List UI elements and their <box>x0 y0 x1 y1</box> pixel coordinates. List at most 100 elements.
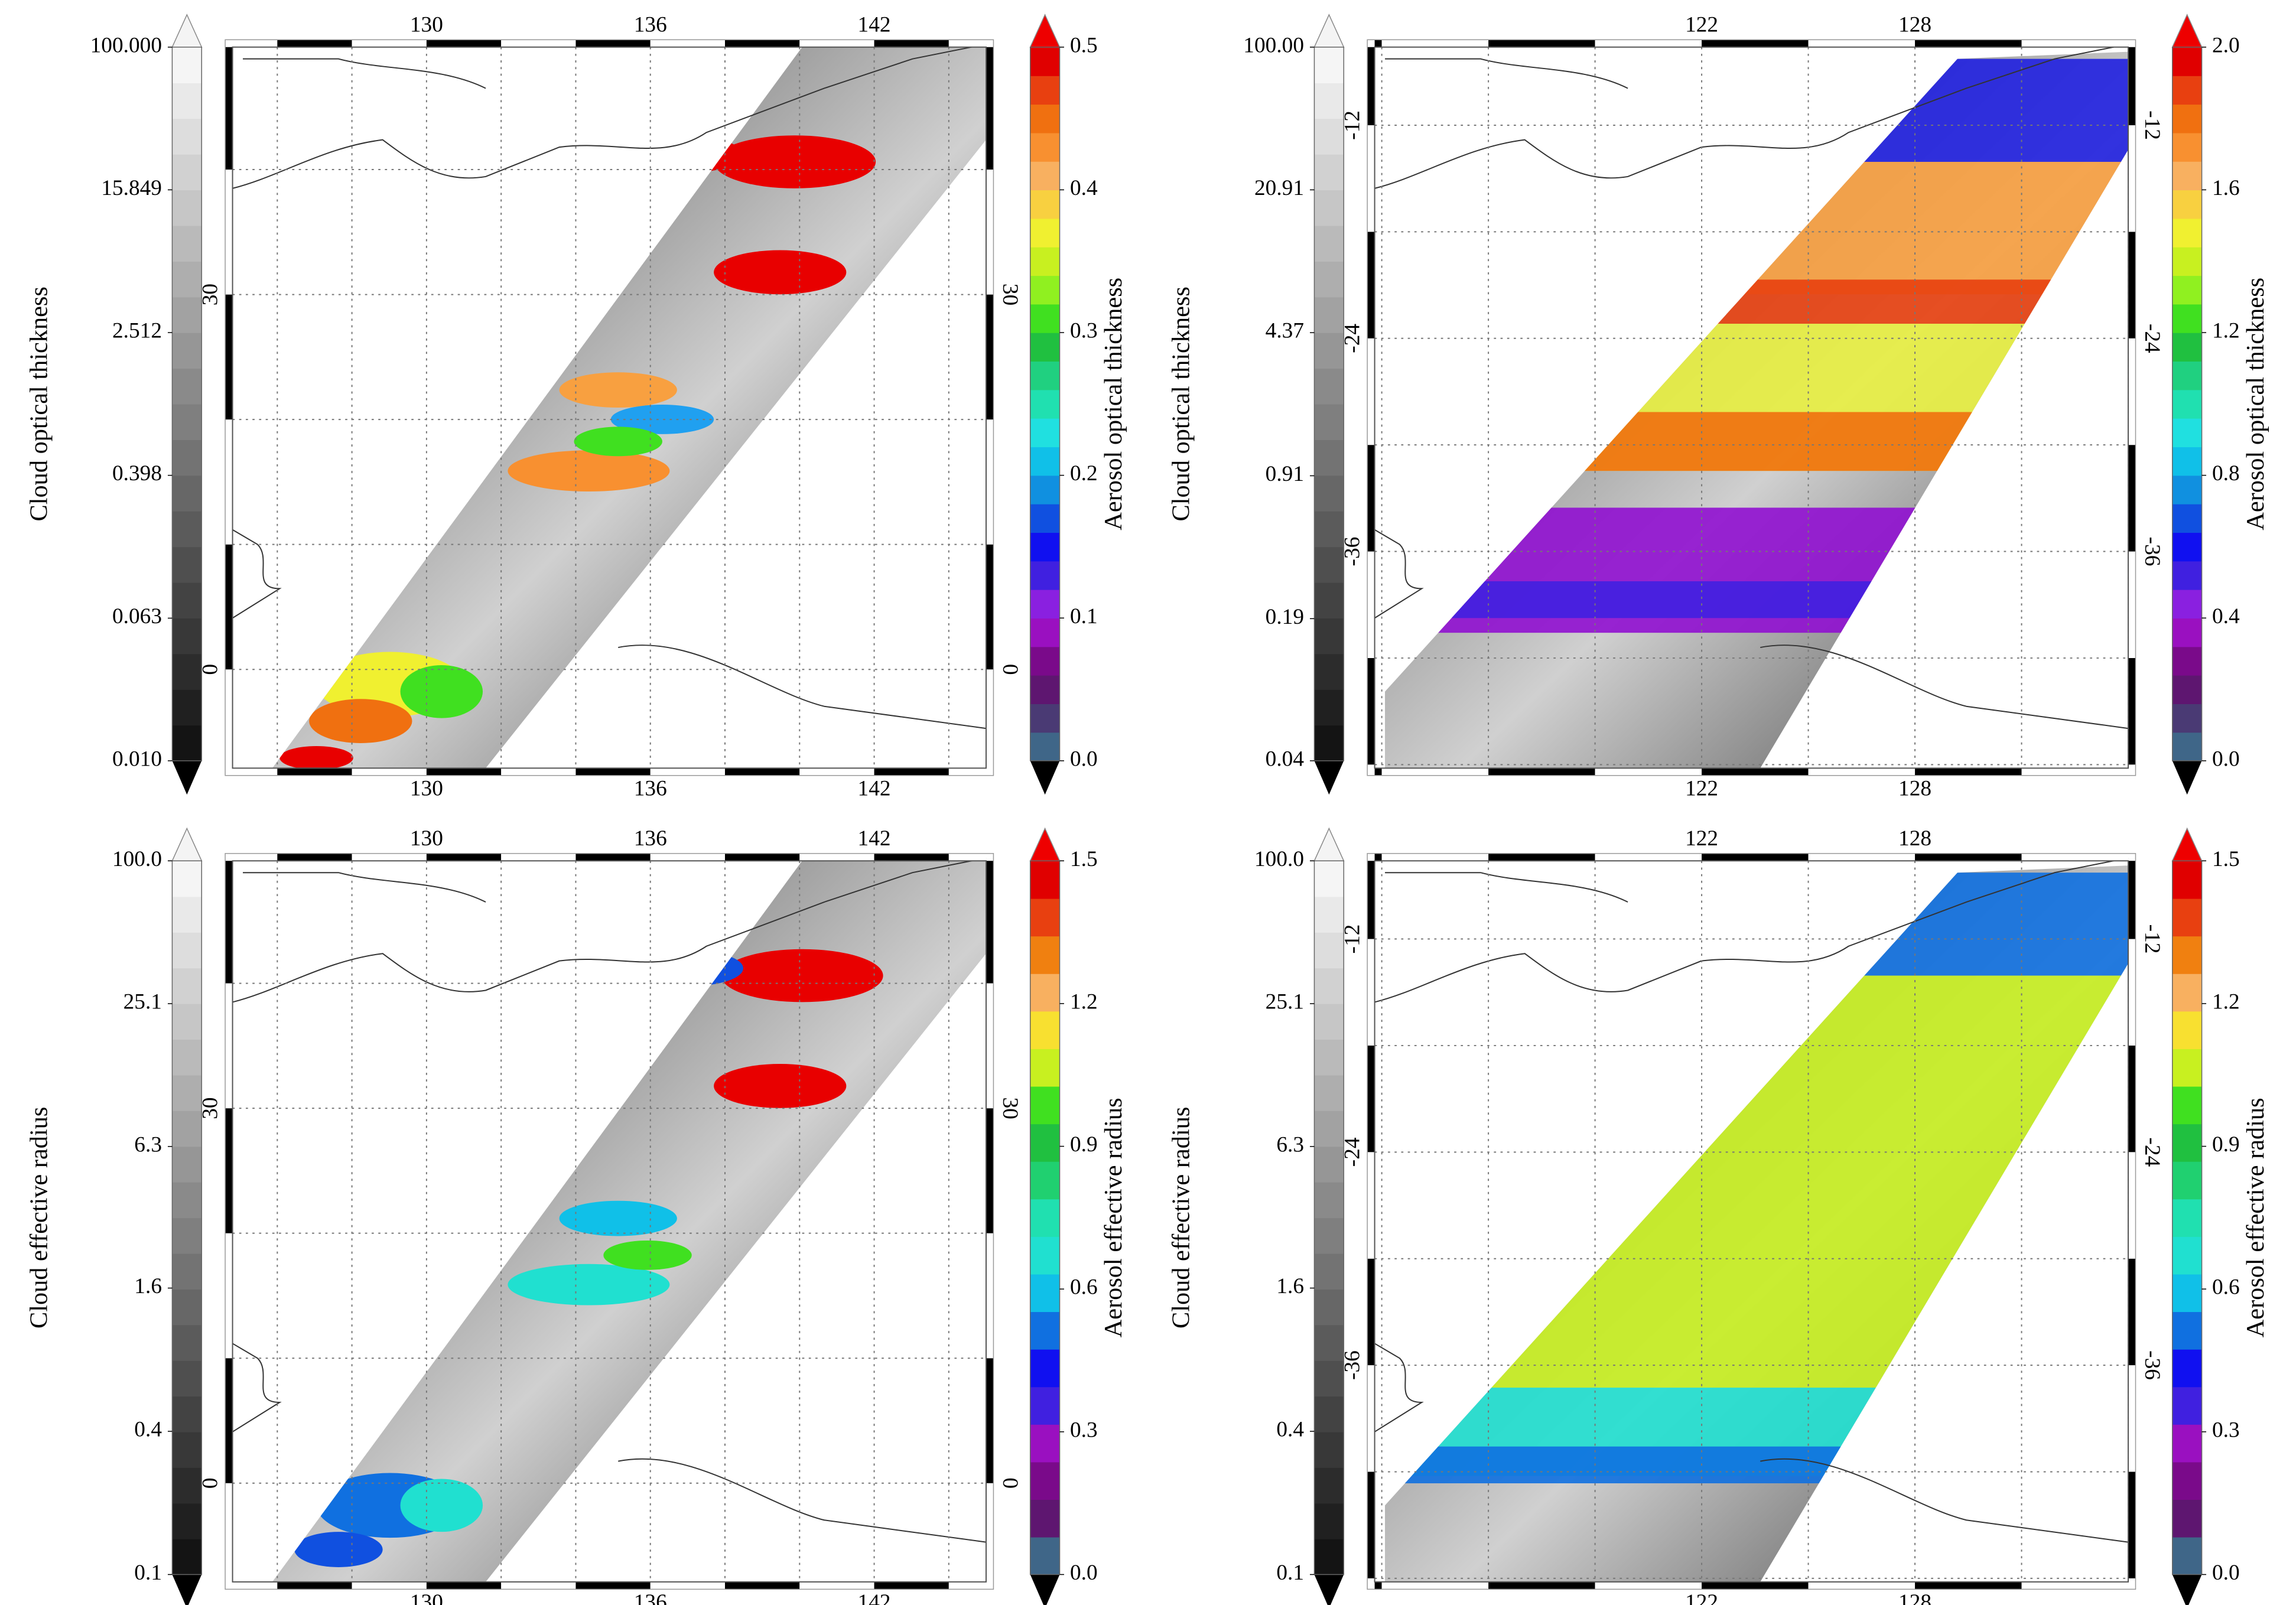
color-step <box>1314 476 1344 512</box>
aerosol-cluster <box>508 1264 669 1306</box>
frame-bar <box>1367 232 1374 338</box>
lat-label: -24 <box>2140 324 2164 353</box>
frame-bar <box>1367 552 1374 658</box>
colorbar-tick-label: 0.1 <box>1276 1561 1304 1585</box>
color-step <box>1314 1254 1344 1290</box>
frame-bar <box>1915 768 2021 775</box>
frame-bar <box>1915 40 2021 47</box>
lon-label: 136 <box>634 776 667 800</box>
color-step <box>1030 590 1060 618</box>
color-step <box>2173 675 2202 704</box>
colorbar-extend <box>1030 15 1060 47</box>
color-step <box>172 1217 201 1254</box>
frame-bar <box>225 669 232 768</box>
colorbar-label: Aerosol optical thickness <box>1100 278 1127 530</box>
frame-bar <box>575 1582 650 1589</box>
color-step <box>1030 161 1060 190</box>
frame-bar <box>1367 338 1374 445</box>
frame-bar <box>986 1108 993 1233</box>
color-step <box>2173 936 2202 974</box>
colorbar-tick-label: 4.37 <box>1266 319 1304 343</box>
color-step <box>1314 1432 1344 1468</box>
color-step <box>1314 333 1344 369</box>
color-step <box>1030 333 1060 362</box>
panel: 130130136136142142003030100.00015.8492.5… <box>25 12 1127 800</box>
frame-bar <box>1702 854 1808 861</box>
colorbar-tick-label: 15.849 <box>101 176 162 200</box>
frame-bar <box>225 295 232 420</box>
frame-bar <box>1382 1582 1488 1589</box>
color-step <box>2173 504 2202 533</box>
frame-bar <box>651 768 725 775</box>
color-step <box>2173 1462 2202 1500</box>
frame-bar <box>1702 768 1808 775</box>
color-step <box>2173 133 2202 162</box>
colorbar-extend <box>172 761 201 795</box>
frame-bar <box>1809 854 1915 861</box>
color-step <box>1314 1503 1344 1539</box>
aerosol-cluster <box>279 746 353 770</box>
frame-bar <box>1367 1578 1374 1582</box>
frame-bar <box>501 768 575 775</box>
frame-bar <box>1367 1471 1374 1578</box>
frame-bar <box>1702 1582 1808 1589</box>
frame-bar <box>233 854 278 861</box>
color-step <box>2173 47 2202 76</box>
frame-bar <box>1367 1152 1374 1258</box>
colorbar-tick-label: 0.9 <box>2212 1132 2240 1157</box>
frame-bar <box>225 1483 232 1582</box>
colorbar-tick-label: 0.6 <box>2212 1275 2240 1300</box>
frame-bar <box>2128 232 2135 338</box>
color-step <box>2173 861 2202 898</box>
color-step <box>1314 618 1344 654</box>
color-step <box>172 1539 201 1575</box>
color-step <box>1030 704 1060 732</box>
lat-label: -24 <box>2140 1137 2164 1167</box>
frame-bar <box>575 40 650 47</box>
frame-bar <box>2128 125 2135 232</box>
color-step <box>172 654 201 690</box>
color-step <box>2173 974 2202 1011</box>
frame-bar <box>352 1582 427 1589</box>
frame-bar <box>874 40 949 47</box>
color-step <box>2173 304 2202 333</box>
color-step <box>2173 618 2202 647</box>
color-step <box>172 1039 201 1075</box>
color-step <box>2173 1311 2202 1349</box>
lon-label: 130 <box>410 826 443 851</box>
lon-label: 128 <box>1898 12 1931 37</box>
frame-bar <box>725 1582 799 1589</box>
frame-bar <box>233 40 278 47</box>
colorbar-tick-label: 0.04 <box>1266 747 1305 771</box>
color-step <box>172 190 201 226</box>
color-step <box>2173 1274 2202 1312</box>
color-step <box>1314 582 1344 618</box>
colorbar-tick-label: 1.6 <box>1276 1274 1304 1298</box>
frame-bar <box>2128 552 2135 658</box>
aerosol-cluster <box>401 1479 483 1532</box>
color-step <box>1030 1124 1060 1161</box>
color-step <box>2173 1349 2202 1387</box>
aerosol-cluster <box>294 1532 382 1567</box>
frame-bar <box>2128 1578 2135 1582</box>
color-step <box>172 1254 201 1290</box>
frame-bar <box>1488 768 1595 775</box>
color-step <box>172 261 201 297</box>
color-step <box>1030 447 1060 476</box>
color-step <box>1030 618 1060 647</box>
color-step <box>1314 404 1344 440</box>
frame-bar <box>1382 854 1488 861</box>
lat-label: -12 <box>2140 110 2164 140</box>
colorbar-label: Cloud effective radius <box>1167 1107 1195 1329</box>
color-step <box>1030 898 1060 936</box>
color-step <box>2173 1086 2202 1124</box>
colorbar-tick-label: 20.91 <box>1254 176 1304 200</box>
color-step <box>1030 133 1060 162</box>
colorbar-extend <box>172 15 201 47</box>
colorbar-tick-label: 0.398 <box>112 461 162 486</box>
color-step <box>172 1396 201 1432</box>
frame-bar <box>986 984 993 1109</box>
aerosol-cluster <box>603 1241 691 1270</box>
frame-bar <box>277 40 352 47</box>
frame-bar <box>1595 854 1702 861</box>
